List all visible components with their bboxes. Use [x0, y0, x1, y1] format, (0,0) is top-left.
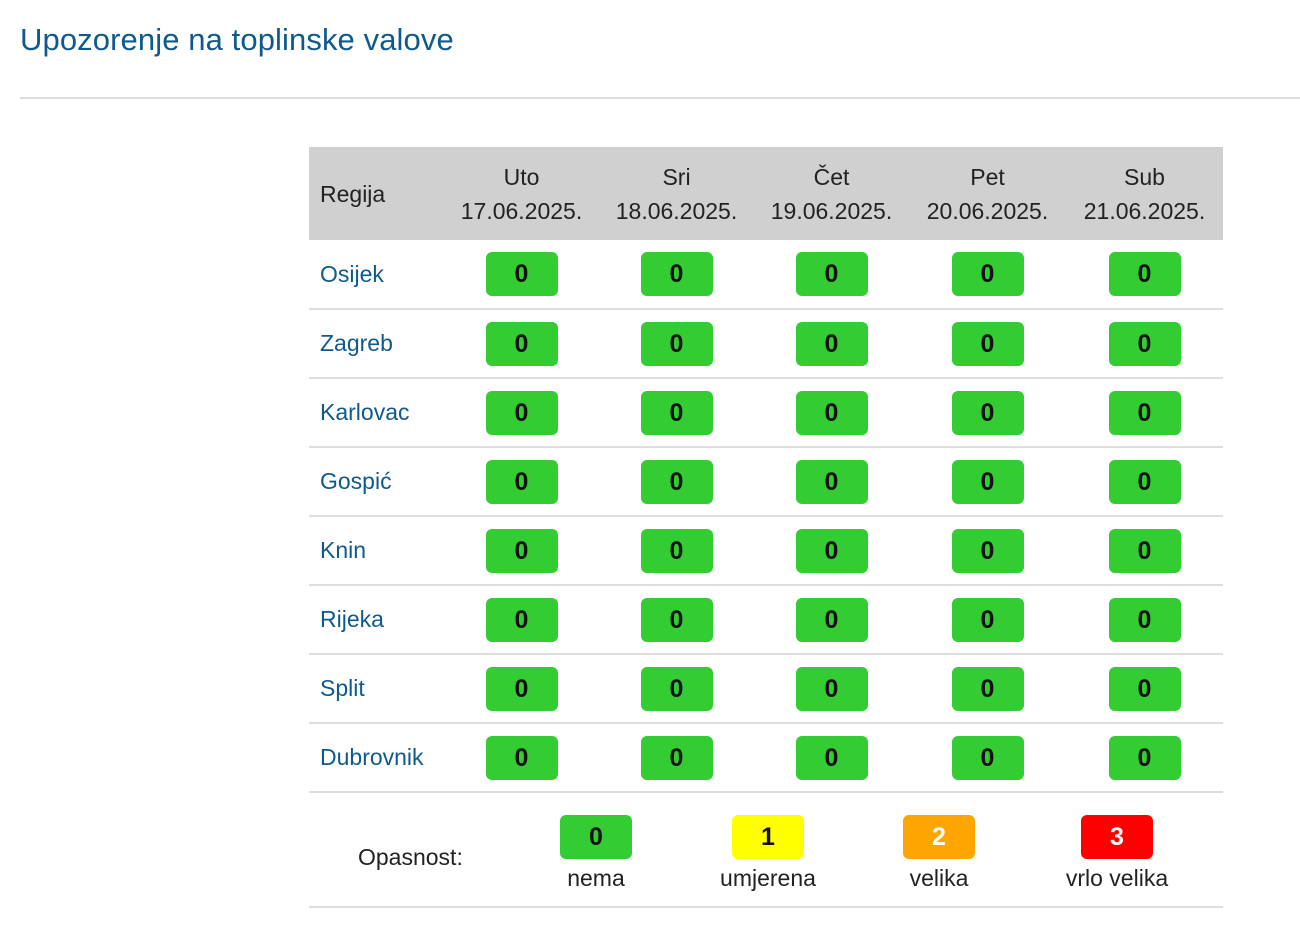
warning-level-badge: 0: [795, 321, 868, 366]
table-row: Rijeka 0 0 0 0 0: [309, 585, 1223, 655]
table-row: Gospić 0 0 0 0 0: [309, 447, 1223, 517]
day-weekday: Uto: [503, 163, 540, 190]
day-column-header: Uto 17.06.2025.: [444, 147, 599, 240]
day-column-header: Čet 19.06.2025.: [754, 147, 909, 240]
legend-badge: 3: [1081, 815, 1153, 859]
warning-level-badge: 0: [951, 735, 1024, 780]
warning-level-badge: 0: [640, 252, 713, 296]
region-link-karlovac[interactable]: Karlovac: [320, 399, 410, 425]
day-weekday: Čet: [813, 163, 850, 190]
warning-level-badge: 0: [640, 666, 713, 711]
table-row: Knin 0 0 0 0 0: [309, 516, 1223, 586]
warning-level-badge: 0: [795, 252, 868, 296]
region-link-rijeka[interactable]: Rijeka: [320, 606, 384, 632]
warning-level-badge: 0: [485, 528, 558, 573]
day-weekday: Sri: [662, 163, 691, 190]
warning-level-badge: 0: [485, 321, 558, 366]
table-header-row: Regija Uto 17.06.2025. Sri 18.06.2025. Čet…: [309, 147, 1223, 240]
warning-level-badge: 0: [795, 528, 868, 573]
warning-level-badge: 0: [951, 252, 1024, 296]
warning-level-badge: 0: [640, 528, 713, 573]
region-link-gospic[interactable]: Gospić: [320, 468, 392, 494]
warning-level-badge: 0: [485, 390, 558, 435]
day-weekday: Pet: [970, 163, 1005, 190]
heat-warning-table: Regija Uto 17.06.2025. Sri 18.06.2025. Čet…: [309, 147, 1223, 793]
warning-level-badge: 0: [1108, 528, 1181, 573]
table-row: Split 0 0 0 0 0: [309, 654, 1223, 724]
legend-text: nema: [567, 865, 625, 891]
region-link-dubrovnik[interactable]: Dubrovnik: [320, 744, 424, 770]
table-row: Karlovac 0 0 0 0 0: [309, 378, 1223, 448]
table-row: Dubrovnik 0 0 0 0 0: [309, 723, 1223, 793]
title-divider: [20, 97, 1300, 99]
region-link-osijek[interactable]: Osijek: [320, 260, 384, 287]
warning-level-badge: 0: [640, 459, 713, 504]
warning-level-badge: 0: [640, 735, 713, 780]
legend-text: velika: [909, 865, 969, 891]
legend-text: vrlo velika: [1065, 865, 1169, 891]
day-date: 17.06.2025.: [460, 197, 583, 224]
warning-level-badge: 0: [1108, 666, 1181, 711]
legend-badge: 2: [903, 815, 975, 859]
warning-level-badge: 0: [951, 459, 1024, 504]
legend-item-high: 2 velika: [849, 815, 1029, 891]
warning-level-badge: 0: [485, 459, 558, 504]
region-link-split[interactable]: Split: [320, 675, 365, 701]
warning-level-badge: 0: [640, 390, 713, 435]
legend-item-very-high: 3 vrlo velika: [1027, 815, 1207, 891]
region-link-knin[interactable]: Knin: [320, 537, 367, 563]
day-column-header: Pet 20.06.2025.: [909, 147, 1066, 240]
warning-level-badge: 0: [640, 597, 713, 642]
warning-level-badge: 0: [951, 666, 1024, 711]
warning-level-badge: 0: [795, 597, 868, 642]
day-date: 21.06.2025.: [1083, 197, 1206, 224]
warning-level-badge: 0: [1108, 459, 1181, 504]
warning-level-badge: 0: [485, 597, 558, 642]
warning-level-badge: 0: [951, 321, 1024, 366]
warning-level-badge: 0: [951, 597, 1024, 642]
warning-level-badge: 0: [795, 666, 868, 711]
warning-level-badge: 0: [485, 735, 558, 780]
legend-badge: 0: [560, 815, 632, 859]
warning-level-badge: 0: [485, 666, 558, 711]
legend-badge: 1: [732, 815, 804, 859]
warning-level-badge: 0: [485, 252, 558, 296]
legend-item-moderate: 1 umjerena: [678, 815, 858, 891]
warning-level-badge: 0: [795, 735, 868, 780]
day-date: 18.06.2025.: [615, 197, 738, 224]
legend-text: umjerena: [720, 865, 816, 891]
warning-level-badge: 0: [951, 528, 1024, 573]
warning-level-badge: 0: [1108, 597, 1181, 642]
warning-level-badge: 0: [951, 390, 1024, 435]
day-date: 19.06.2025.: [770, 197, 893, 224]
warning-level-badge: 0: [795, 390, 868, 435]
page-title: Upozorenje na toplinske valove: [20, 22, 454, 57]
legend-label: Opasnost:: [358, 844, 463, 870]
region-link-zagreb[interactable]: Zagreb: [320, 330, 393, 356]
warning-level-badge: 0: [1108, 735, 1181, 780]
day-column-header: Sri 18.06.2025.: [599, 147, 754, 240]
warning-level-badge: 0: [795, 459, 868, 504]
warning-level-badge: 0: [1108, 321, 1181, 366]
warning-level-badge: 0: [1108, 252, 1181, 296]
warning-level-badge: 0: [1108, 390, 1181, 435]
danger-legend: Opasnost: 0 nema 1 umjerena 2 velika 3 v…: [309, 792, 1223, 908]
day-column-header: Sub 21.06.2025.: [1066, 147, 1223, 240]
region-column-header: Regija: [320, 180, 386, 207]
day-weekday: Sub: [1124, 163, 1165, 190]
legend-item-none: 0 nema: [506, 815, 686, 891]
table-row: Zagreb 0 0 0 0 0: [309, 309, 1223, 379]
table-row: Osijek 0 0 0 0 0: [309, 240, 1223, 310]
warning-level-badge: 0: [640, 321, 713, 366]
day-date: 20.06.2025.: [926, 197, 1049, 224]
